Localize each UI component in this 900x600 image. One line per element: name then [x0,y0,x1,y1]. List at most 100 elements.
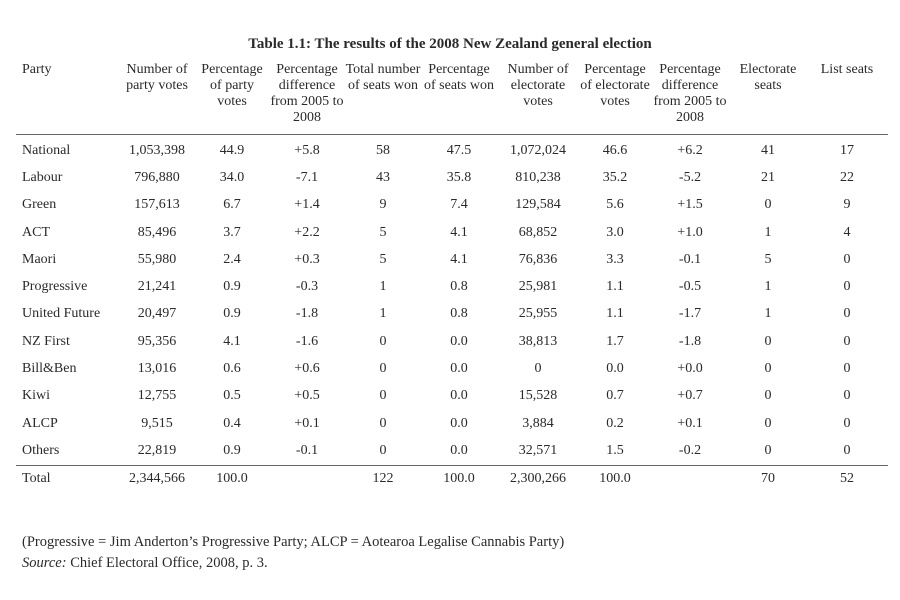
party-name-cell: Labour [22,169,63,185]
table-cell: -0.2 [678,442,702,458]
table-cell: 0.0 [450,361,468,377]
table-cell: 0.5 [223,388,241,404]
column-header: Percentage difference from 2005 to 2008 [270,60,344,135]
table-cell: 0.4 [223,415,241,431]
table-cell: 58 [376,142,390,158]
table-cell: 35.8 [446,169,472,185]
table-row: Others 22,819 0.9 -0.1 0 0.0 32,571 1.5 -0.2 0 0 [16,437,888,465]
column-header: Percentage of electorate votes [580,60,650,135]
table-cell: -1.8 [678,333,702,349]
abbreviation-note: (Progressive = Jim Anderton’s Progressiv… [22,534,565,550]
table-cell: 46.6 [602,142,628,158]
table-cell: 85,496 [137,224,177,240]
table-cell: -0.1 [678,251,702,267]
table-cell: +0.3 [294,251,320,267]
table-row: Kiwi 12,755 0.5 +0.5 0 0.0 15,528 0.7 +0.7 0 0 [16,383,888,410]
table-cell: 810,238 [515,169,561,185]
table-cell: 0.0 [606,361,624,377]
table-cell [650,464,730,492]
table-cell: 0 [764,333,772,349]
column-header: Number of electorate votes [496,60,580,135]
table-row: Maori 55,980 2.4 +0.3 5 4.1 76,836 3.3 -0.1 5 0 [16,246,888,273]
table-cell: 52 [806,464,888,492]
table-cell: 5 [379,251,387,267]
table-cell: 7.4 [450,197,468,213]
table-cell: 0 [843,333,851,349]
table-cell: 21 [761,169,775,185]
table-cell: 0 [764,442,772,458]
table-cell: 5 [764,251,772,267]
table-cell: -0.5 [678,279,702,295]
source-label: Source: [22,555,67,571]
party-name-cell: Progressive [22,279,88,295]
table-cell: 2,300,266 [496,464,580,492]
table-cell: 0 [843,279,851,295]
table-cell: 0.0 [450,415,468,431]
table-cell: +0.6 [294,361,320,377]
table-row: National 1,053,398 44.9 +5.8 58 47.5 1,072,024… [16,135,888,165]
table-cell: 1.1 [606,279,624,295]
table-cell: 1,053,398 [129,142,185,158]
table-cell: 0.8 [450,306,468,322]
table-cell: 0 [843,442,851,458]
table-cell: 122 [344,464,422,492]
table-cell: 1 [764,279,772,295]
source-text: Chief Electoral Office, 2008, p. 3. [66,555,268,571]
column-header: List seats [806,60,888,135]
table-cell: 0 [764,197,772,213]
table-cell: 13,016 [137,361,177,377]
table-cell: -0.3 [295,279,319,295]
table-cell: +0.5 [294,388,320,404]
table-cell: 32,571 [518,442,558,458]
table-cell: 1.7 [606,333,624,349]
table-cell: 1 [379,279,387,295]
table-cell: -1.8 [295,306,319,322]
table-cell: 9,515 [141,415,173,431]
party-name-cell: Green [22,197,57,213]
column-header: Electorate seats [730,60,806,135]
table-cell: 9 [843,197,851,213]
table-cell: 76,836 [518,251,558,267]
table-cell: +1.5 [677,197,703,213]
table-cell: 9 [379,197,387,213]
party-name-cell: Kiwi [22,388,50,404]
table-cell: 0 [764,361,772,377]
table-cell: 5 [379,224,387,240]
column-header: Percentage of seats won [422,60,496,135]
table-cell: 3.3 [606,251,624,267]
table-cell: 1.1 [606,306,624,322]
party-name-cell: Bill&Ben [22,361,77,377]
source-note: Source: Chief Electoral Office, 2008, p.… [22,553,564,574]
table-cell: 0.7 [606,388,624,404]
party-name-cell: Maori [22,251,57,267]
table-cell: 0 [379,388,387,404]
table-cell: 55,980 [137,251,177,267]
table-cell: +0.0 [677,361,703,377]
table-cell: 20,497 [137,306,177,322]
table-cell: 0 [843,361,851,377]
footnotes: (Progressive = Jim Anderton’s Progressiv… [22,532,564,574]
table-row: United Future 20,497 0.9 -1.8 1 0.8 25,955 1.1 -… [16,301,888,328]
table-cell: 1.5 [606,442,624,458]
table-cell [270,464,344,492]
table-cell: 0.2 [606,415,624,431]
party-name-cell: Others [22,442,60,458]
table-cell: 0.6 [223,361,241,377]
table-cell: 0.9 [223,279,241,295]
table-cell: 70 [730,464,806,492]
column-header: Percentage of party votes [194,60,270,135]
table-cell: 0 [764,388,772,404]
table-cell: 21,241 [137,279,177,295]
column-header: Number of party votes [120,60,194,135]
table-cell: +2.2 [294,224,320,240]
table-cell: 1 [764,306,772,322]
table-cell: 0 [764,415,772,431]
table-cell: 0 [843,251,851,267]
table-cell: 0 [379,361,387,377]
table-row: ALCP 9,515 0.4 +0.1 0 0.0 3,884 0.2 +0.1 0 0 [16,410,888,437]
table-cell: 1,072,024 [510,142,566,158]
party-name-cell: ALCP [22,415,58,431]
table-cell: 25,981 [518,279,558,295]
table-cell: 35.2 [602,169,628,185]
table-cell: 5.6 [606,197,624,213]
